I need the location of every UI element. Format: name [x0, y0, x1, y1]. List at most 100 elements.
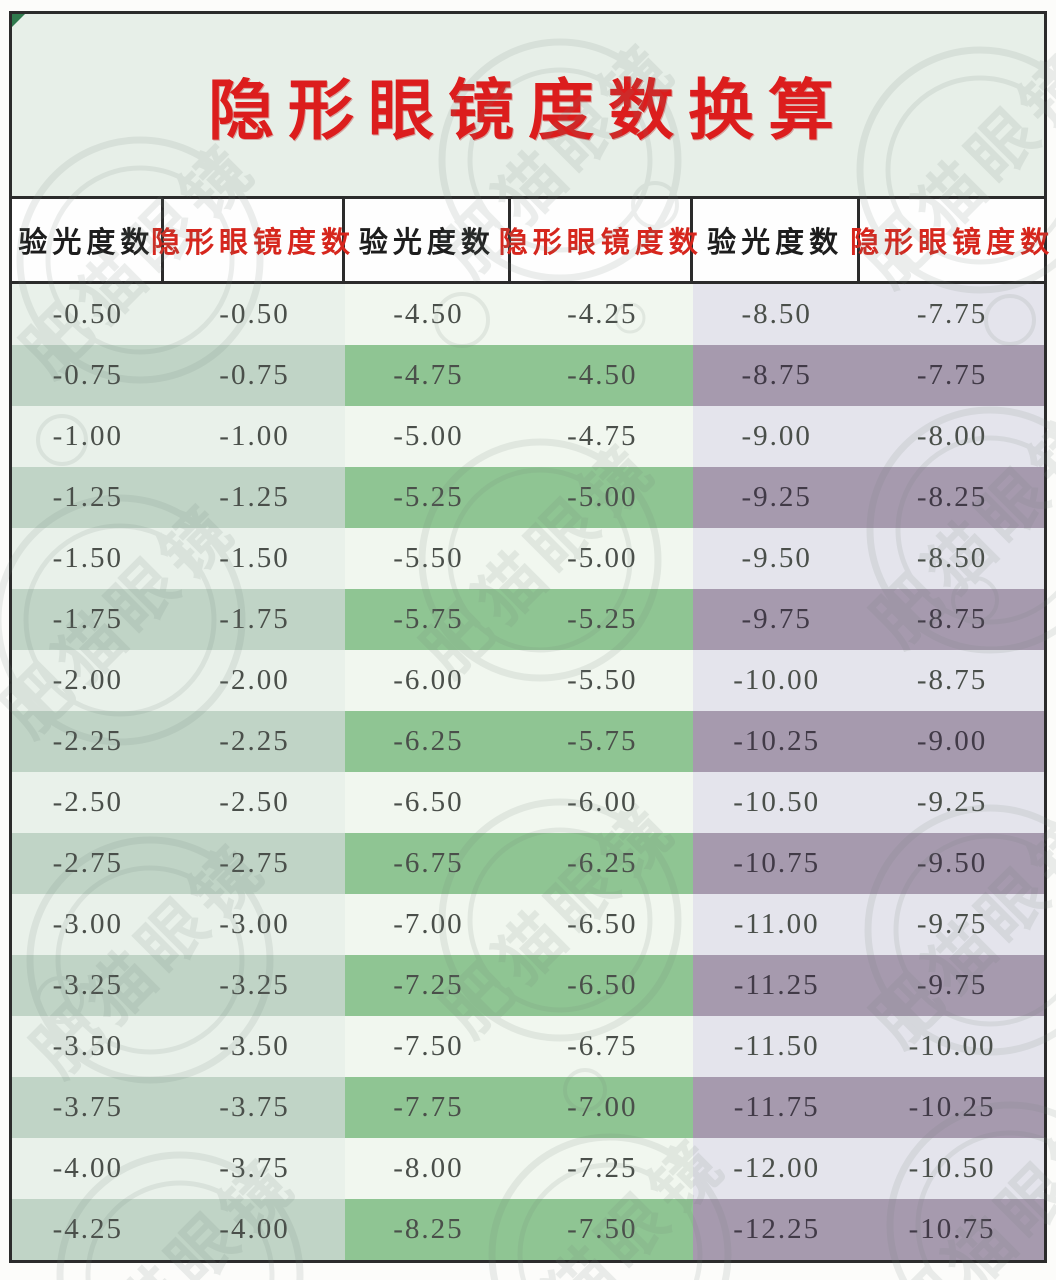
header-contact-lens-power-2: 隐形眼镜度数	[499, 199, 698, 281]
table-header-row: 验光度数 隐形眼镜度数 验光度数 隐形眼镜度数 验光度数 隐形眼镜度数	[12, 196, 1055, 284]
table-cell: -11.75	[693, 1077, 861, 1138]
table-cell: -4.00	[163, 1199, 346, 1260]
table-cell: -4.75	[511, 406, 694, 467]
table-row: -3.50 -3.50 -7.50 -6.75 -11.50 -10.00	[12, 1016, 1044, 1077]
table-cell: -6.50	[511, 894, 694, 955]
title-band: 隐形眼镜度数换算	[12, 14, 1044, 196]
table-row: -3.00 -3.00 -7.00 -6.50 -11.00 -9.75	[12, 894, 1044, 955]
table-cell: -9.00	[860, 711, 1044, 772]
table-cell: -9.25	[860, 772, 1044, 833]
table-cell: -5.50	[511, 650, 694, 711]
table-cell: -10.75	[860, 1199, 1044, 1260]
table-cell: -0.75	[12, 345, 164, 406]
header-prescription-power-2: 验光度数	[345, 199, 512, 281]
table-cell: -2.25	[12, 711, 164, 772]
table-cell: -1.50	[163, 528, 346, 589]
table-cell: -3.75	[163, 1138, 346, 1199]
table-cell: -3.75	[163, 1077, 346, 1138]
table-row: -0.50 -0.50 -4.50 -4.25 -8.50 -7.75	[12, 284, 1044, 345]
page-title: 隐形眼镜度数换算	[208, 75, 848, 148]
table-cell: -4.25	[511, 284, 694, 345]
table-cell: -2.00	[163, 650, 346, 711]
table-cell: -3.75	[12, 1077, 164, 1138]
table-cell: -3.50	[12, 1016, 164, 1077]
table-cell: -8.50	[693, 284, 861, 345]
table-cell: -9.00	[693, 406, 861, 467]
table-body: -0.50 -0.50 -4.50 -4.25 -8.50 -7.75 -0.75 -0.75…	[12, 284, 1044, 1260]
table-cell: -12.00	[693, 1138, 861, 1199]
table-cell: -8.25	[345, 1199, 512, 1260]
table-cell: -7.50	[511, 1199, 694, 1260]
table-cell: -4.25	[12, 1199, 164, 1260]
table-cell: -0.50	[163, 284, 346, 345]
table-cell: -10.50	[693, 772, 861, 833]
table-cell: -8.25	[860, 467, 1044, 528]
table-cell: -3.25	[12, 955, 164, 1016]
table-row: -1.50 -1.50 -5.50 -5.00 -9.50 -8.50	[12, 528, 1044, 589]
table-cell: -8.75	[693, 345, 861, 406]
header-contact-lens-power-3: 隐形眼镜度数	[850, 227, 1055, 259]
table-cell: -4.50	[345, 284, 512, 345]
table-cell: -9.75	[860, 955, 1044, 1016]
table-cell: -4.00	[12, 1138, 164, 1199]
table-cell: -4.50	[511, 345, 694, 406]
table-cell: -6.25	[345, 711, 512, 772]
table-cell: -10.25	[860, 1077, 1044, 1138]
table-cell: -1.75	[12, 589, 164, 650]
table-cell: -1.50	[12, 528, 164, 589]
header-contact-lens-power-1: 隐形眼镜度数	[151, 199, 350, 281]
table-cell: -8.50	[860, 528, 1044, 589]
table-cell: -2.75	[163, 833, 346, 894]
table-cell: -11.00	[693, 894, 861, 955]
table-cell: -2.25	[163, 711, 346, 772]
table-row: -2.75 -2.75 -6.75 -6.25 -10.75 -9.50	[12, 833, 1044, 894]
table-row: -3.75 -3.75 -7.75 -7.00 -11.75 -10.25	[12, 1077, 1044, 1138]
table-cell: -7.00	[511, 1077, 694, 1138]
table-cell: -5.50	[345, 528, 512, 589]
conversion-table: 隐形眼镜度数换算 验光度数 隐形眼镜度数 验光度数 隐形眼镜度数 验光度数 隐形…	[9, 11, 1055, 1263]
table-cell: -8.00	[860, 406, 1044, 467]
table-cell: -5.75	[345, 589, 512, 650]
table-cell: -10.75	[693, 833, 861, 894]
table-row: -3.25 -3.25 -7.25 -6.50 -11.25 -9.75	[12, 955, 1044, 1016]
table-row: -2.00 -2.00 -6.00 -5.50 -10.00 -8.75	[12, 650, 1044, 711]
table-cell: -1.25	[12, 467, 164, 528]
table-cell: -7.75	[860, 284, 1044, 345]
table-cell: -5.00	[511, 528, 694, 589]
table-cell: -3.00	[163, 894, 346, 955]
table-cell: -0.75	[163, 345, 346, 406]
table-cell: -3.00	[12, 894, 164, 955]
header-prescription-power-1: 验光度数	[12, 199, 164, 281]
table-cell: -9.50	[693, 528, 861, 589]
table-cell: -3.50	[163, 1016, 346, 1077]
table-cell: -5.25	[511, 589, 694, 650]
table-cell: -5.00	[511, 467, 694, 528]
table-cell: -11.25	[693, 955, 861, 1016]
table-cell: -10.00	[860, 1016, 1044, 1077]
table-cell: -2.75	[12, 833, 164, 894]
table-cell: -1.75	[163, 589, 346, 650]
table-cell: -6.75	[511, 1016, 694, 1077]
table-cell: -6.75	[345, 833, 512, 894]
table-cell: -3.25	[163, 955, 346, 1016]
table-cell: -1.00	[163, 406, 346, 467]
table-cell: -10.50	[860, 1138, 1044, 1199]
table-cell: -1.25	[163, 467, 346, 528]
table-cell: -11.50	[693, 1016, 861, 1077]
table-cell: -10.25	[693, 711, 861, 772]
table-cell: -6.00	[345, 650, 512, 711]
table-cell: -6.50	[511, 955, 694, 1016]
table-cell: -5.25	[345, 467, 512, 528]
table-cell: -10.00	[693, 650, 861, 711]
table-cell: -7.00	[345, 894, 512, 955]
table-row: -4.00 -3.75 -8.00 -7.25 -12.00 -10.50	[12, 1138, 1044, 1199]
table-cell: -9.75	[860, 894, 1044, 955]
table-row: -4.25 -4.00 -8.25 -7.50 -12.25 -10.75	[12, 1199, 1044, 1260]
table-cell: -9.50	[860, 833, 1044, 894]
table-cell: -8.75	[860, 589, 1044, 650]
table-cell: -7.25	[511, 1138, 694, 1199]
table-cell: -9.75	[693, 589, 861, 650]
table-cell: -12.25	[693, 1199, 861, 1260]
table-cell: -9.25	[693, 467, 861, 528]
table-cell: -7.75	[345, 1077, 512, 1138]
